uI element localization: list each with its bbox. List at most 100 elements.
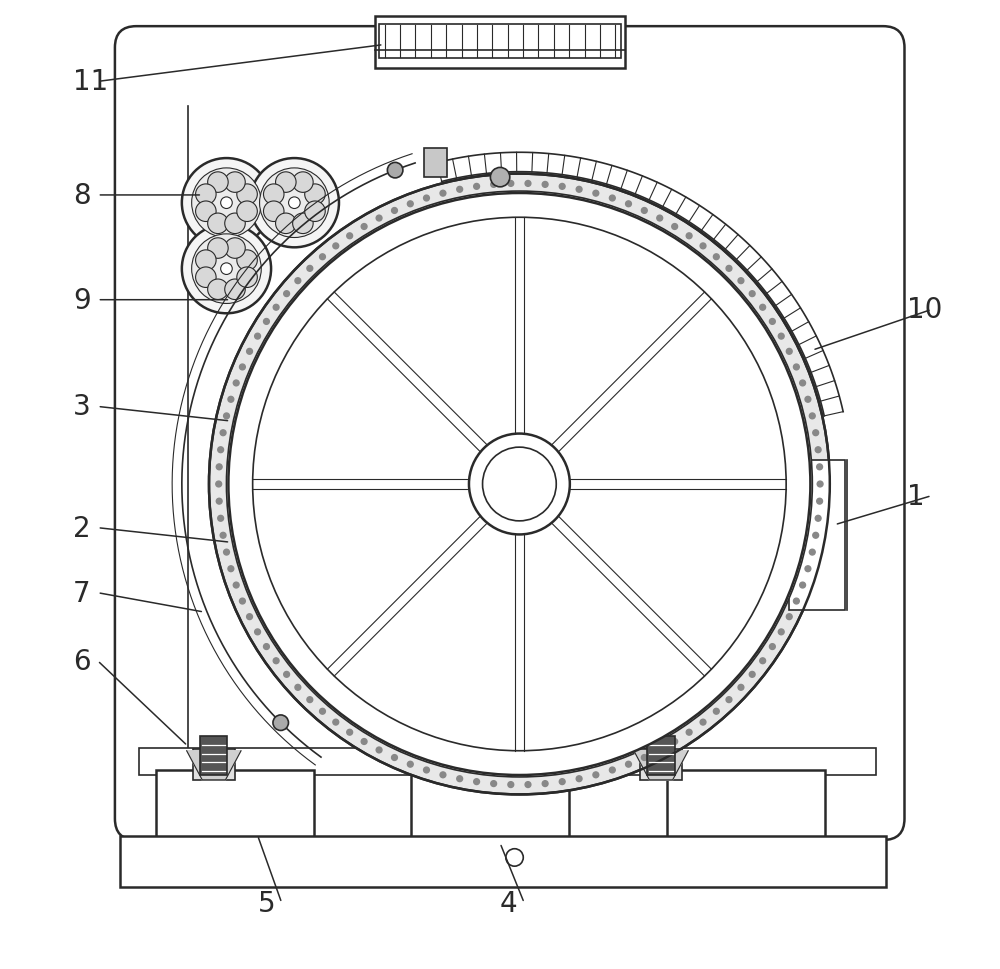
Circle shape — [273, 305, 279, 311]
Bar — [411, 770, 569, 840]
Circle shape — [333, 719, 339, 725]
Circle shape — [220, 430, 226, 436]
Circle shape — [609, 767, 615, 773]
Circle shape — [276, 214, 296, 234]
Circle shape — [226, 192, 812, 777]
Polygon shape — [187, 751, 241, 780]
Circle shape — [228, 194, 810, 775]
Circle shape — [260, 169, 329, 238]
Circle shape — [726, 266, 732, 272]
Circle shape — [805, 566, 811, 572]
Circle shape — [320, 255, 325, 261]
Polygon shape — [634, 751, 688, 780]
Circle shape — [240, 364, 245, 370]
Circle shape — [293, 214, 313, 234]
Circle shape — [542, 781, 548, 787]
Circle shape — [700, 719, 706, 725]
Circle shape — [225, 238, 245, 259]
Circle shape — [224, 549, 229, 555]
Text: 8: 8 — [73, 182, 91, 209]
Circle shape — [216, 499, 222, 505]
Bar — [667, 770, 825, 840]
Circle shape — [225, 280, 245, 300]
Circle shape — [237, 251, 257, 271]
Circle shape — [216, 482, 222, 487]
Text: 5: 5 — [258, 890, 275, 917]
Circle shape — [220, 533, 226, 539]
Circle shape — [769, 319, 775, 325]
Circle shape — [525, 181, 531, 187]
Circle shape — [491, 781, 497, 787]
Circle shape — [672, 738, 678, 744]
Circle shape — [738, 278, 744, 284]
Circle shape — [813, 533, 819, 539]
Circle shape — [793, 599, 799, 605]
Circle shape — [225, 214, 245, 234]
Circle shape — [264, 319, 269, 325]
Circle shape — [240, 599, 245, 605]
Circle shape — [250, 159, 339, 248]
Bar — [424, 149, 447, 178]
Text: 11: 11 — [73, 69, 108, 96]
FancyBboxPatch shape — [115, 27, 904, 840]
Circle shape — [196, 251, 216, 271]
Bar — [200, 736, 227, 775]
Text: 2: 2 — [73, 515, 91, 542]
Circle shape — [593, 772, 599, 778]
Circle shape — [657, 216, 663, 222]
Circle shape — [778, 629, 784, 635]
Circle shape — [700, 244, 706, 250]
Circle shape — [506, 849, 523, 866]
Bar — [647, 736, 675, 775]
Circle shape — [805, 397, 811, 403]
Circle shape — [264, 644, 269, 650]
Circle shape — [295, 685, 301, 691]
Circle shape — [263, 202, 284, 222]
Circle shape — [196, 267, 216, 288]
Circle shape — [813, 430, 819, 436]
Circle shape — [293, 172, 313, 193]
Circle shape — [289, 198, 300, 209]
Circle shape — [218, 448, 224, 453]
Circle shape — [769, 644, 775, 650]
Circle shape — [263, 185, 284, 205]
Circle shape — [749, 672, 755, 677]
Circle shape — [817, 482, 823, 487]
Circle shape — [641, 208, 647, 214]
Circle shape — [508, 782, 514, 788]
Bar — [120, 836, 886, 887]
Circle shape — [221, 198, 232, 209]
Circle shape — [491, 182, 497, 188]
Text: 7: 7 — [73, 579, 91, 607]
Circle shape — [641, 755, 647, 761]
Circle shape — [469, 434, 570, 535]
Circle shape — [284, 292, 290, 297]
Bar — [193, 749, 235, 780]
Circle shape — [247, 614, 252, 620]
Circle shape — [209, 174, 830, 795]
Circle shape — [626, 762, 631, 767]
Circle shape — [228, 566, 234, 572]
Circle shape — [424, 767, 429, 773]
Circle shape — [273, 715, 288, 731]
Circle shape — [793, 364, 799, 370]
Circle shape — [208, 238, 228, 259]
Circle shape — [760, 305, 766, 311]
Circle shape — [474, 184, 480, 190]
Circle shape — [233, 582, 239, 588]
Circle shape — [273, 658, 279, 664]
Circle shape — [786, 614, 792, 620]
Circle shape — [800, 582, 806, 588]
Circle shape — [376, 216, 382, 222]
Circle shape — [440, 772, 446, 778]
Circle shape — [305, 202, 325, 222]
Circle shape — [208, 214, 228, 234]
Circle shape — [237, 267, 257, 288]
Text: 3: 3 — [73, 393, 91, 421]
Circle shape — [361, 738, 367, 744]
Circle shape — [218, 516, 224, 521]
Circle shape — [809, 549, 815, 555]
Bar — [379, 25, 621, 59]
Circle shape — [392, 208, 397, 214]
Circle shape — [221, 264, 232, 275]
